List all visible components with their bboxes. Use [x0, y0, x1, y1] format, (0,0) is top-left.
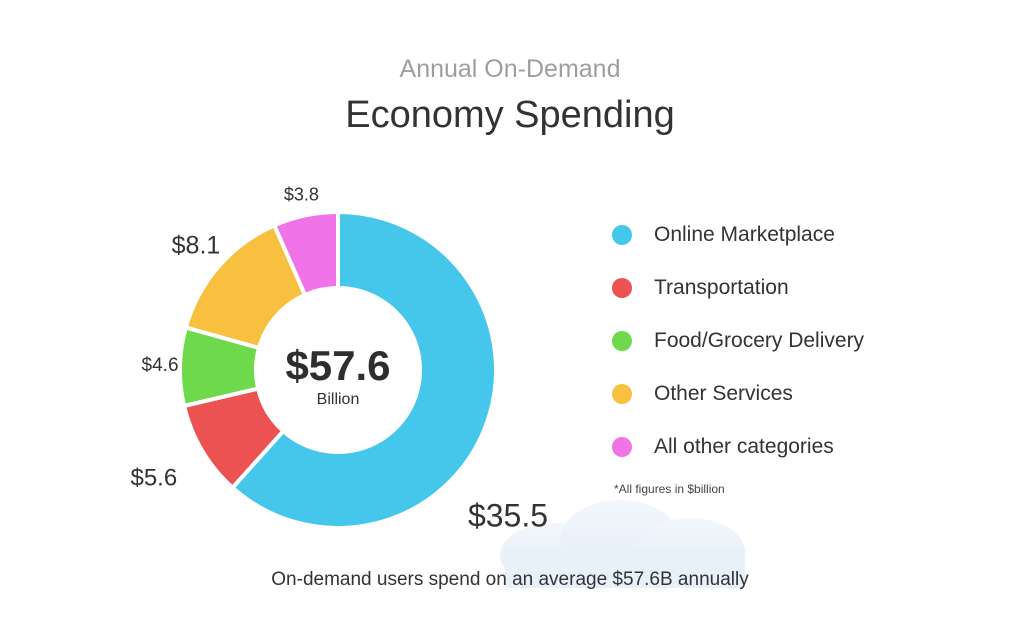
legend-marker — [612, 330, 632, 351]
legend-label: Other Services — [654, 381, 793, 405]
center-unit: Billion — [317, 391, 360, 408]
chart-subtitle: Annual On-Demand — [400, 55, 621, 83]
legend-marker — [612, 224, 632, 245]
slice-value-label: $4.6 — [142, 355, 179, 376]
caption: On-demand users spend on an average $57.… — [271, 569, 749, 590]
legend-marker — [612, 277, 632, 298]
legend-label: All other categories — [654, 434, 834, 458]
legend-label: Online Marketplace — [654, 222, 835, 246]
legend-item: All other categories — [612, 420, 942, 473]
background-cloud — [500, 500, 745, 588]
donut-slice — [272, 210, 340, 297]
legend-label: Transportation — [654, 275, 789, 299]
slice-value-label: $8.1 — [172, 231, 221, 259]
chart-title: Economy Spending — [345, 94, 675, 136]
legend-item: Online Marketplace — [612, 208, 942, 261]
donut-slice — [230, 210, 498, 530]
slices-group — [178, 210, 498, 530]
legend-label: Food/Grocery Delivery — [654, 328, 865, 352]
slice-value-label: $35.5 — [468, 497, 548, 533]
legend-item: Food/Grocery Delivery — [612, 314, 942, 367]
legend-marker — [612, 383, 632, 404]
legend: Online Marketplace Transportation Food/G… — [612, 208, 942, 473]
legend-item: Transportation — [612, 261, 942, 314]
legend-marker — [612, 436, 632, 457]
footnote: *All figures in $billion — [614, 482, 725, 496]
slice-value-label: $3.8 — [284, 185, 319, 205]
slice-labels-group: $35.5 $5.6 $4.6 $8.1 $3.8 — [130, 185, 548, 534]
legend-item: Other Services — [612, 367, 942, 420]
slice-value-label: $5.6 — [130, 464, 177, 491]
center-value: $57.6 — [285, 342, 390, 389]
